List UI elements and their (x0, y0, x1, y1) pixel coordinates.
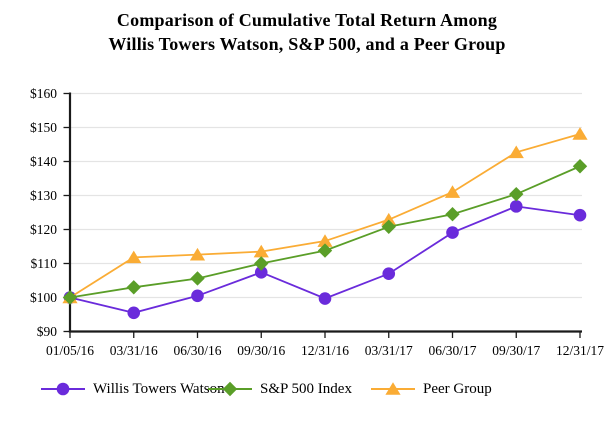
x-axis-label: 09/30/17 (492, 343, 540, 358)
data-point-marker-willis-towers-watson (127, 306, 141, 320)
y-axis-label: $160 (30, 86, 57, 101)
data-point-marker-s-p-500-index (445, 207, 460, 222)
data-point-marker-willis-towers-watson (254, 266, 268, 279)
data-point-marker-s-p-500-index (126, 280, 141, 295)
data-point-marker-peer-group (381, 212, 397, 226)
y-axis-label: $110 (31, 256, 58, 271)
x-axis-label: 06/30/17 (428, 343, 476, 358)
data-point-marker-peer-group (444, 185, 461, 198)
data-point-marker-s-p-500-index (572, 159, 588, 174)
data-point-marker-willis-towers-watson (318, 292, 332, 305)
y-axis-label: $150 (30, 120, 57, 135)
x-axis-label: 01/05/16 (46, 343, 94, 358)
chart-title-line2: Willis Towers Watson, S&P 500, and a Pee… (108, 34, 506, 54)
data-point-marker-s-p-500-index (190, 271, 205, 286)
x-axis-label: 03/31/16 (110, 343, 158, 358)
y-axis-label: $130 (30, 188, 57, 203)
legend-label-sp500: S&P 500 Index (260, 380, 352, 397)
y-axis-label: $100 (30, 290, 57, 305)
sp500-line-diamond-marker-icon (208, 381, 252, 397)
x-axis-label: 03/31/17 (365, 343, 413, 358)
x-axis-label: 06/30/16 (173, 343, 221, 358)
y-axis-label: $120 (30, 222, 57, 237)
data-point-marker-willis-towers-watson (191, 289, 204, 303)
data-point-marker-willis-towers-watson (382, 267, 396, 281)
data-point-marker-s-p-500-index (317, 243, 333, 258)
chart-legend: Willis Towers Watson S&P 500 Index Peer … (0, 378, 614, 402)
legend-item-sp500: S&P 500 Index (207, 378, 352, 400)
data-point-marker-peer-group (189, 247, 206, 261)
x-axis-label: 09/30/16 (237, 343, 285, 358)
data-point-marker-s-p-500-index (509, 186, 524, 202)
data-point-marker-peer-group (126, 250, 142, 264)
series-line-peer-group (69, 133, 581, 299)
data-point-marker-peer-group (317, 234, 333, 247)
data-point-marker-willis-towers-watson (509, 200, 523, 213)
y-axis-label: $140 (30, 154, 57, 169)
y-axis-label: $90 (37, 324, 58, 339)
willis-towers-watson-line-circle-marker-icon (41, 382, 85, 396)
legend-item-peer-group: Peer Group (370, 378, 492, 400)
legend-label-willis-towers-watson: Willis Towers Watson (93, 380, 225, 397)
data-point-marker-s-p-500-index (62, 290, 78, 305)
chart-title: Comparison of Cumulative Total Return Am… (0, 8, 614, 56)
data-point-marker-willis-towers-watson (573, 208, 587, 222)
data-point-marker-peer-group (253, 244, 269, 258)
data-point-marker-willis-towers-watson (446, 226, 459, 239)
series-line-s-p-500-index (69, 165, 581, 299)
x-axis-label: 12/31/16 (301, 343, 349, 358)
data-point-marker-s-p-500-index (254, 256, 269, 271)
x-axis-label: 12/31/17 (556, 343, 604, 358)
legend-item-willis-towers-watson: Willis Towers Watson (40, 378, 225, 400)
chart-title-line1: Comparison of Cumulative Total Return Am… (116, 10, 498, 30)
data-point-marker-s-p-500-index (381, 219, 396, 234)
legend-label-peer-group: Peer Group (423, 380, 492, 397)
data-point-marker-peer-group (508, 145, 524, 159)
peer-group-line-triangle-marker-icon (371, 382, 415, 395)
data-point-marker-peer-group (572, 127, 588, 140)
